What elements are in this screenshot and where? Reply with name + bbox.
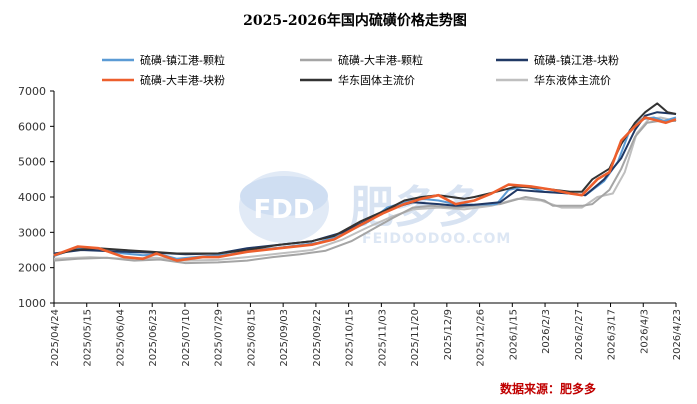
legend-label-2: 硫磺-镇江港-块粉	[534, 53, 619, 67]
x-tick-label: 2025/10/15	[345, 309, 356, 367]
legend-label-3: 硫磺-大丰港-块粉	[140, 73, 225, 87]
x-axis-ticks: 2025/04/24 2025/05/15 2025/06/04 2025/06/23…	[50, 303, 683, 367]
watermark-url: FEIDOODOO.COM	[362, 231, 511, 247]
x-tick-label: 2025/12/9	[443, 309, 454, 360]
legend-label-5: 华东液体主流价	[534, 73, 611, 87]
x-tick-label: 2026/3/17	[607, 309, 618, 360]
series-line-1	[53, 120, 676, 265]
x-tick-label: 2025/04/24	[50, 309, 61, 367]
x-tick-label: 2025/06/23	[148, 309, 159, 367]
y-tick-label: 6000	[18, 120, 46, 133]
x-tick-label: 2025/09/03	[279, 309, 290, 367]
legend-label-1: 硫磺-大丰港-颗粒	[338, 53, 423, 67]
y-tick-label: 4000	[18, 191, 46, 204]
watermark-logo-text: FDD	[254, 195, 315, 225]
x-tick-label: 2025/07/10	[181, 309, 192, 367]
data-source-note: 数据来源：肥多多	[500, 381, 596, 396]
series-line-5	[53, 116, 677, 262]
series-lines	[53, 102, 677, 265]
legend-label-0: 硫磺-镇江港-颗粒	[140, 53, 225, 67]
x-tick-label: 2025/08/15	[246, 309, 257, 367]
x-tick-label: 2026/4/23	[672, 309, 683, 360]
y-tick-label: 1000	[18, 297, 46, 310]
y-axis-ticks: 1000 2000 3000 4000 5000 6000 7000	[18, 85, 54, 310]
x-tick-label: 2026/2/3	[541, 309, 552, 354]
series-line-3	[53, 116, 677, 262]
x-tick-label: 2025/11/20	[410, 309, 421, 367]
x-tick-label: 2026/2/27	[574, 309, 585, 360]
y-tick-label: 5000	[18, 156, 46, 169]
y-tick-label: 2000	[18, 262, 46, 275]
y-tick-label: 3000	[18, 226, 46, 239]
x-tick-label: 2025/12/26	[476, 309, 487, 367]
x-tick-label: 2026/4/3	[639, 309, 650, 354]
x-tick-label: 2026/1/15	[508, 309, 519, 360]
y-tick-label: 7000	[18, 85, 46, 98]
x-tick-label: 2025/07/29	[214, 309, 225, 367]
x-tick-label: 2025/11/03	[377, 309, 388, 367]
x-tick-label: 2025/09/22	[312, 309, 323, 367]
x-tick-label: 2025/06/04	[115, 309, 126, 367]
chart-title: 2025-2026年国内硫磺价格走势图	[243, 12, 467, 29]
legend-label-4: 华东固体主流价	[338, 73, 415, 87]
x-tick-label: 2025/05/15	[83, 309, 94, 367]
